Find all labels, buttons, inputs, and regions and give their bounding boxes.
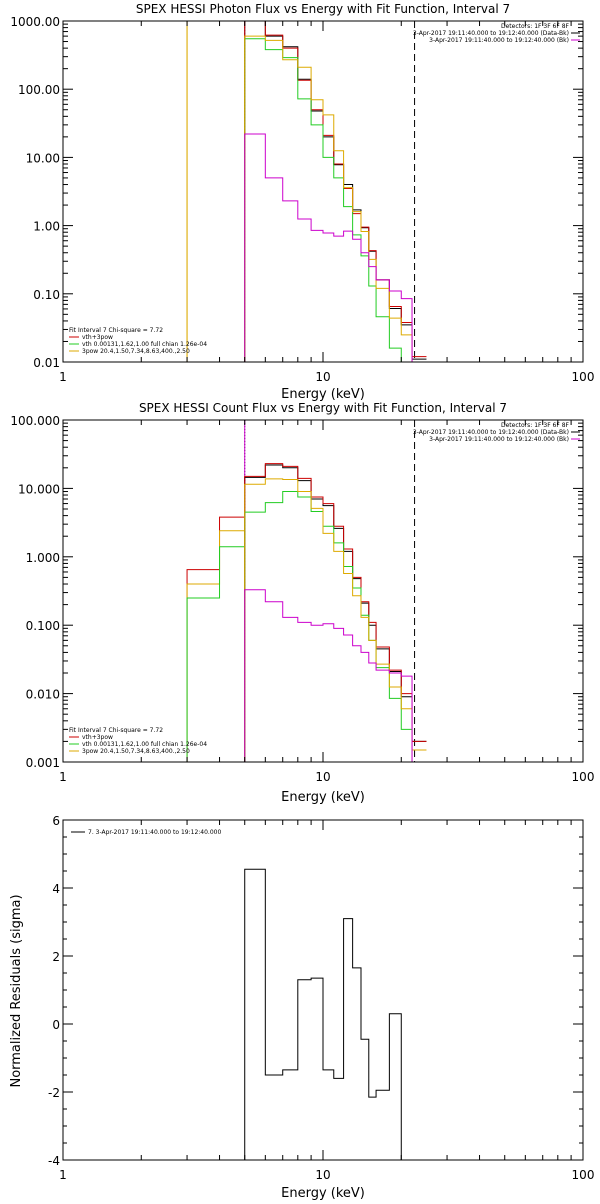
residuals-panel: Energy (keV) Normalized Residuals (sigma… bbox=[9, 814, 595, 1201]
legend-header-text: 3-Apr-2017 19:11:40.000 to 19:12:40.000 … bbox=[429, 37, 569, 44]
legend-fit-text: vth+3pow bbox=[82, 334, 113, 341]
x-tick-label: 1 bbox=[59, 770, 67, 784]
count-flux-panel: SPEX HESSI Count Flux vs Energy with Fit… bbox=[10, 401, 594, 805]
y-tick-label: 0.01 bbox=[33, 356, 60, 370]
legend-fit-text: vth 0.00131,1.62,1.00 full chian 1.26e-0… bbox=[82, 741, 207, 748]
count-flux-title: SPEX HESSI Count Flux vs Energy with Fit… bbox=[139, 401, 507, 415]
legend-fit-text: Fit Interval 7 Chi-square = 7.72 bbox=[69, 727, 163, 734]
y-tick-label: 2 bbox=[52, 950, 60, 964]
y-tick-label: 10.00 bbox=[26, 151, 60, 165]
y-tick-label: 0.010 bbox=[26, 688, 60, 702]
series-bk bbox=[244, 133, 427, 362]
y-tick-label: 4 bbox=[52, 882, 60, 896]
residuals-xlabel: Energy (keV) bbox=[281, 1186, 365, 1200]
legend-header-text: 3-Apr-2017 19:11:40.000 to 19:12:40.000 … bbox=[413, 30, 569, 37]
y-tick-label: 0.100 bbox=[26, 619, 60, 633]
legend-header-text: 3-Apr-2017 19:11:40.000 to 19:12:40.000 … bbox=[429, 436, 569, 443]
series-7-3-apr-2017-19-11-40-000-to-19-12-40-000 bbox=[244, 868, 413, 1160]
legend-header-text: Detectors: 1F 3F 6F 8F bbox=[501, 422, 570, 429]
y-tick-label: 1.000 bbox=[26, 551, 60, 565]
x-tick-label: 10 bbox=[315, 770, 330, 784]
series-step-extension bbox=[186, 546, 245, 762]
series-3pow bbox=[244, 478, 427, 762]
photon-flux-title: SPEX HESSI Photon Flux vs Energy with Fi… bbox=[136, 2, 510, 16]
x-tick-label: 1 bbox=[59, 370, 67, 384]
legend-header-text: Detectors: 1F 3F 6F 8F bbox=[501, 23, 570, 30]
legend-fit-text: Fit Interval 7 Chi-square = 7.72 bbox=[69, 327, 163, 334]
photon-flux-panel: SPEX HESSI Photon Flux vs Energy with Fi… bbox=[10, 2, 594, 402]
y-tick-label: 1000.00 bbox=[10, 15, 60, 29]
photon-flux-xlabel: Energy (keV) bbox=[281, 387, 365, 402]
y-tick-label: 100.00 bbox=[18, 83, 60, 97]
plot-area bbox=[186, 21, 427, 362]
legend-text: 7. 3-Apr-2017 19:11:40.000 to 19:12:40.0… bbox=[88, 829, 221, 836]
x-tick-label: 10 bbox=[315, 370, 330, 384]
series-3pow bbox=[244, 35, 427, 362]
series-bk bbox=[244, 589, 427, 762]
series-step-extension bbox=[186, 21, 245, 362]
y-tick-label: 0 bbox=[52, 1018, 60, 1032]
y-tick-label: 1.00 bbox=[33, 220, 60, 234]
count-flux-xlabel: Energy (keV) bbox=[281, 790, 365, 805]
plot-area bbox=[244, 868, 413, 1160]
plot-area bbox=[186, 420, 427, 762]
y-tick-label: 0.001 bbox=[26, 756, 60, 770]
y-tick-label: -4 bbox=[48, 1154, 60, 1168]
legend-fit-text: 3pow 20.4,1.50,7.34,8.63,400.,2.50 bbox=[82, 348, 190, 355]
y-tick-label: 100.000 bbox=[10, 414, 60, 428]
x-tick-label: 100 bbox=[572, 1168, 595, 1182]
y-tick-label: 10.000 bbox=[18, 482, 60, 496]
y-tick-label: -2 bbox=[48, 1086, 60, 1100]
x-tick-label: 1 bbox=[59, 1168, 67, 1182]
y-tick-label: 0.10 bbox=[33, 288, 60, 302]
legend-header-text: 3-Apr-2017 19:11:40.000 to 19:12:40.000 … bbox=[413, 429, 569, 436]
x-tick-label: 10 bbox=[315, 1168, 330, 1182]
x-tick-label: 100 bbox=[572, 770, 595, 784]
legend-fit-text: 3pow 20.4,1.50,7.34,8.63,400.,2.50 bbox=[82, 748, 190, 755]
x-tick-label: 100 bbox=[572, 370, 595, 384]
legend-fit-text: vth 0.00131,1.62,1.00 full chian 1.26e-0… bbox=[82, 341, 207, 348]
legend-fit-text: vth+3pow bbox=[82, 734, 113, 741]
y-tick-label: 6 bbox=[52, 814, 60, 828]
residuals-ylabel: Normalized Residuals (sigma) bbox=[9, 894, 24, 1087]
